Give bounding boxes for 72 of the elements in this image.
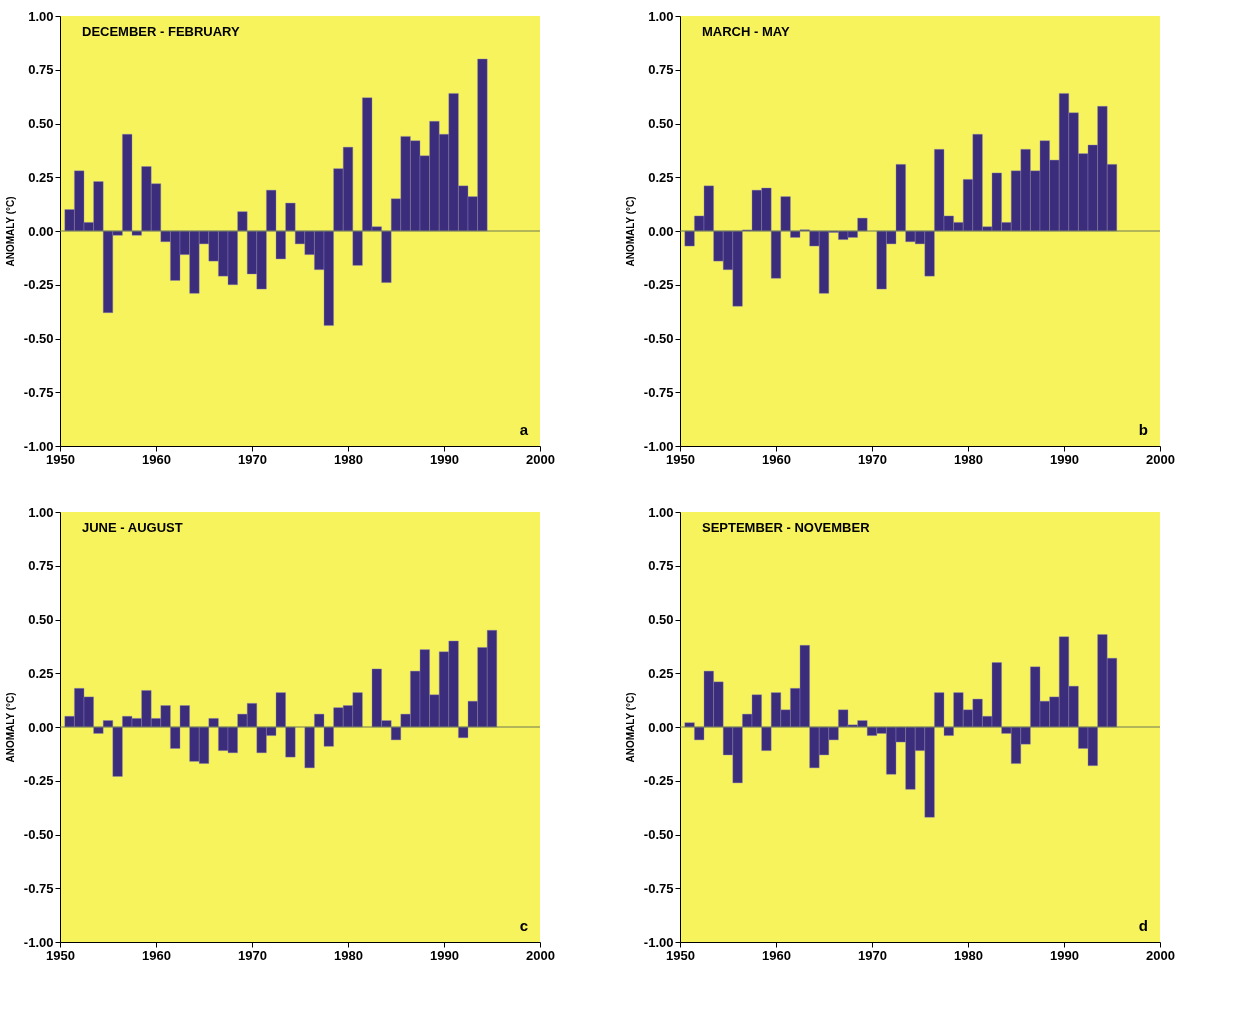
y-tick-label: 0.75 [28, 62, 54, 78]
x-tick-label: 2000 [526, 451, 555, 467]
y-tick-label: 0.50 [28, 612, 54, 627]
y-tick-label: -1.00 [23, 438, 54, 454]
y-axis-title: ANOMALY (°C) [624, 196, 636, 267]
x-tick-label: 1950 [666, 947, 695, 963]
x-tick-label: 1960 [762, 947, 791, 963]
annotation: b [1138, 421, 1148, 438]
y-tick-label: 0.25 [28, 665, 54, 681]
y-tick-label: 0.75 [28, 558, 54, 574]
y-axis-title: ANOMALY (°C) [4, 196, 16, 267]
x-tick-label: 1960 [762, 451, 791, 467]
annotation: c [519, 917, 528, 934]
x-tick-label: 1980 [334, 947, 363, 963]
y-tick-label: 1.00 [28, 504, 54, 520]
x-tick-label: 2000 [1146, 947, 1175, 963]
y-tick-label: 1.00 [648, 8, 674, 24]
x-tick-label: 1990 [430, 947, 459, 963]
y-tick-label: 0.75 [648, 558, 674, 574]
y-tick-label: -0.75 [643, 384, 674, 400]
text: MARCH - MAY [702, 24, 790, 39]
x-tick-label: 1970 [858, 947, 887, 963]
x-tick-label: 1990 [1050, 947, 1079, 963]
x-tick-label: 1950 [46, 947, 75, 963]
y-tick-label: 0.00 [28, 719, 54, 735]
x-tick-label: 1970 [238, 451, 267, 467]
y-tick-label: 0.25 [28, 169, 54, 185]
y-axis-title: ANOMALY (°C) [4, 692, 16, 763]
y-tick-label: -0.50 [23, 331, 54, 346]
y-tick-label: -0.50 [23, 827, 54, 842]
y-tick-label: -0.75 [23, 384, 54, 400]
x-tick-label: 1990 [430, 451, 459, 467]
y-tick-label: -0.50 [643, 331, 674, 346]
y-tick-label: 0.00 [648, 719, 674, 735]
y-tick-label: -0.50 [643, 827, 674, 842]
y-tick-label: -1.00 [23, 934, 54, 950]
x-tick-label: 1960 [142, 451, 171, 467]
y-tick-label: 0.50 [648, 612, 674, 627]
y-tick-label: -0.25 [643, 277, 674, 293]
y-tick-label: 1.00 [28, 8, 54, 24]
x-tick-label: 1960 [142, 947, 171, 963]
y-tick-label: 0.50 [28, 116, 54, 131]
y-tick-label: 0.25 [648, 665, 674, 681]
y-tick-label: 0.00 [648, 223, 674, 239]
x-tick-label: 2000 [526, 947, 555, 963]
text: JUNE - AUGUST [82, 520, 183, 535]
text: SEPTEMBER - NOVEMBER [702, 520, 871, 535]
y-tick-label: 0.50 [648, 116, 674, 131]
y-tick-label: -0.25 [23, 277, 54, 293]
y-tick-label: -0.75 [23, 880, 54, 896]
x-tick-label: 1980 [954, 947, 983, 963]
y-tick-label: 0.75 [648, 62, 674, 78]
y-axis-title: ANOMALY (°C) [624, 692, 636, 763]
y-tick-label: -0.75 [643, 880, 674, 896]
y-tick-label: -1.00 [643, 934, 674, 950]
x-tick-label: 1970 [238, 947, 267, 963]
y-tick-label: 0.00 [28, 223, 54, 239]
y-tick-label: -0.25 [23, 773, 54, 789]
x-tick-label: 1990 [1050, 451, 1079, 467]
y-tick-label: -0.25 [643, 773, 674, 789]
x-tick-label: 1980 [334, 451, 363, 467]
y-tick-label: -1.00 [643, 438, 674, 454]
text: DECEMBER - FEBRUARY [82, 24, 241, 39]
y-tick-label: 0.25 [648, 169, 674, 185]
x-tick-label: 1950 [666, 451, 695, 467]
annotation: d [1138, 917, 1148, 934]
x-tick-label: 2000 [1146, 451, 1175, 467]
y-tick-label: 1.00 [648, 504, 674, 520]
x-tick-label: 1980 [954, 451, 983, 467]
x-tick-label: 1970 [858, 451, 887, 467]
annotation: a [519, 421, 529, 438]
x-tick-label: 1950 [46, 451, 75, 467]
